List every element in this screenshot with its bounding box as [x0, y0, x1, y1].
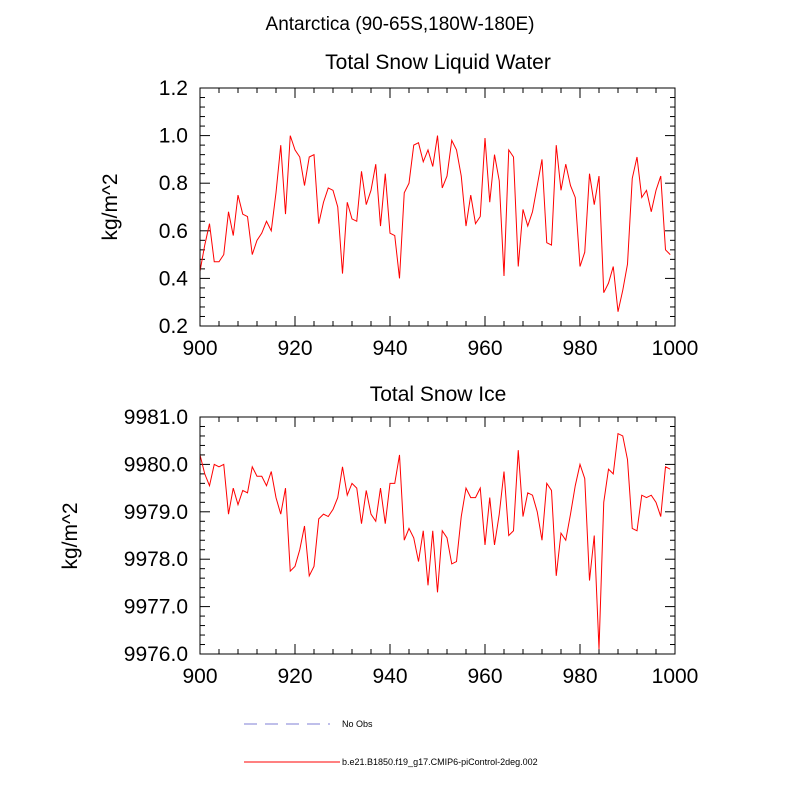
- series-lines: [199, 432, 671, 650]
- y-tick-label: 0.2: [159, 315, 188, 338]
- y-tick-label: 9978.0: [124, 548, 188, 571]
- y-tick-label: 1.0: [159, 125, 188, 148]
- x-tick-label: 920: [277, 665, 312, 688]
- x-tick-labels: 900 920 940 960 980 1000: [182, 665, 698, 688]
- panel-snow-ice: Total Snow Ice kg/m^2 900 920 940 960 980 100…: [59, 383, 698, 688]
- axis-ticks: [199, 416, 676, 655]
- x-tick-labels: 900 920 940 960 980 1000: [182, 337, 698, 360]
- panel-title: Total Snow Ice: [370, 383, 507, 406]
- y-tick-label: 0.8: [159, 172, 188, 195]
- x-tick-label: 900: [182, 337, 217, 360]
- x-tick-label: 980: [562, 337, 597, 360]
- y-tick-labels: 0.2 0.4 0.6 0.8 1.0 1.2: [159, 77, 189, 338]
- legend-label-no-obs: No Obs: [342, 719, 373, 729]
- panel-snow-liquid-water: Total Snow Liquid Water kg/m^2 900 920 940…: [99, 51, 698, 360]
- plot-frame: [199, 416, 676, 655]
- figure-title: Antarctica (90-65S,180W-180E): [266, 14, 535, 35]
- y-tick-label: 0.4: [159, 267, 189, 290]
- y-tick-label: 9979.0: [124, 501, 188, 524]
- x-tick-label: 960: [467, 337, 502, 360]
- y-tick-labels: 9976.0 9977.0 9978.0 9979.0 9980.0 9981.0: [124, 406, 188, 666]
- y-tick-label: 9977.0: [124, 596, 188, 619]
- y-axis-label: kg/m^2: [59, 502, 82, 569]
- y-tick-label: 9981.0: [124, 406, 188, 429]
- x-tick-label: 1000: [652, 337, 699, 360]
- x-tick-label: 920: [277, 337, 312, 360]
- x-tick-label: 1000: [652, 665, 699, 688]
- panel-title: Total Snow Liquid Water: [325, 51, 551, 74]
- series-lines: [199, 135, 671, 312]
- legend-label-model: b.e21.B1850.f19_g17.CMIP6-piControl-2deg…: [342, 757, 538, 767]
- x-tick-label: 960: [467, 665, 502, 688]
- series-line: [199, 135, 671, 312]
- y-axis-label: kg/m^2: [99, 173, 122, 240]
- legend: No Obs b.e21.B1850.f19_g17.CMIP6-piContr…: [244, 719, 538, 767]
- plot-frame: [199, 87, 676, 327]
- y-tick-label: 1.2: [159, 77, 188, 100]
- y-tick-label: 9980.0: [124, 453, 188, 476]
- y-tick-label: 0.6: [159, 220, 188, 243]
- x-tick-label: 940: [372, 337, 407, 360]
- y-tick-label: 9976.0: [124, 643, 188, 666]
- x-tick-label: 940: [372, 665, 407, 688]
- x-tick-label: 900: [182, 665, 217, 688]
- x-tick-label: 980: [562, 665, 597, 688]
- series-line: [199, 432, 671, 650]
